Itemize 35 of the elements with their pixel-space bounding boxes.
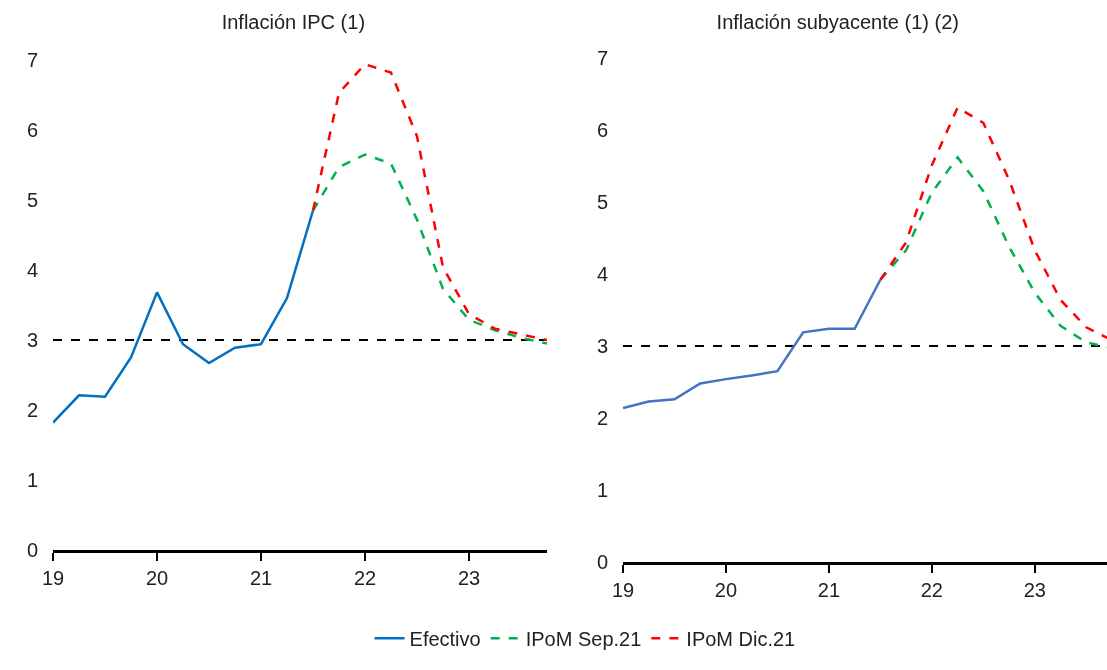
y-tick-label: 2 xyxy=(26,399,38,421)
y-tick-label: 0 xyxy=(596,551,608,573)
legend-label: IPoM Sep.21 xyxy=(525,628,642,650)
y-tick-label: 6 xyxy=(596,119,608,141)
x-tick-label: 19 xyxy=(611,578,635,601)
x-tick-label: 22 xyxy=(920,578,943,601)
y-tick-label: 0 xyxy=(26,539,38,561)
y-tick-label: 7 xyxy=(596,47,608,69)
line-series xyxy=(623,278,882,410)
x-tick-label: 20 xyxy=(714,578,738,601)
x-tick-label: 21 xyxy=(817,578,841,601)
line-series xyxy=(311,62,547,342)
y-tick-label: 4 xyxy=(596,263,608,285)
y-tick-label: 3 xyxy=(596,335,608,357)
y-tick-label: 3 xyxy=(26,329,38,351)
x-tick-label: 23 xyxy=(1023,578,1046,601)
legend-label: IPoM Dic.21 xyxy=(686,628,796,650)
y-tick-label: 1 xyxy=(26,469,38,491)
chart-title: Inflación subyacente (1) (2) xyxy=(716,11,959,33)
y-tick-label: 5 xyxy=(26,189,38,211)
line-series xyxy=(53,209,315,424)
x-tick-label: 22 xyxy=(353,566,377,589)
y-tick-label: 2 xyxy=(596,407,608,429)
x-tick-label: 23 xyxy=(457,566,481,589)
y-tick-label: 4 xyxy=(26,259,38,281)
line-series xyxy=(311,153,547,345)
y-tick-label: 1 xyxy=(596,479,608,501)
chart-title: Inflación IPC (1) xyxy=(221,11,366,33)
y-tick-label: 7 xyxy=(26,49,38,71)
x-tick-label: 19 xyxy=(41,566,65,589)
x-tick-label: 21 xyxy=(249,566,273,589)
y-tick-label: 6 xyxy=(26,119,38,141)
legend-label: Efectivo xyxy=(409,628,481,650)
y-tick-label: 5 xyxy=(596,191,608,213)
x-tick-label: 20 xyxy=(145,566,169,589)
